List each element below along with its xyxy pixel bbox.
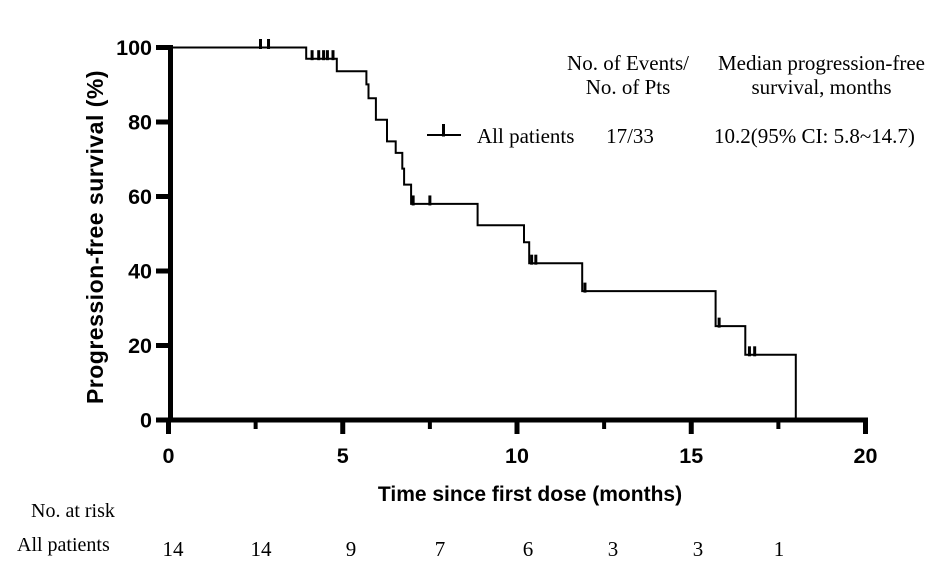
y-tick-label: 40: [128, 260, 152, 284]
median-header-line1: Median progression-free: [717, 51, 925, 75]
risk-count: 9: [346, 537, 357, 561]
risk-table-title: No. at risk: [31, 500, 115, 522]
risk-count: 14: [251, 537, 273, 561]
x-tick-label: 15: [679, 444, 703, 468]
events-header-line1: No. of Events/: [567, 51, 689, 75]
risk-row-label: All patients: [17, 534, 110, 556]
legend-series-label: All patients: [477, 124, 575, 148]
x-tick-label: 0: [163, 444, 175, 468]
events-column-header: No. of Events/ No. of Pts: [558, 51, 698, 99]
x-tick-label: 10: [505, 444, 529, 468]
y-tick-label: 100: [116, 36, 152, 60]
y-tick-label: 60: [128, 185, 152, 209]
x-axis-title: Time since first dose (months): [377, 483, 683, 506]
risk-count: 14: [163, 537, 185, 561]
legend-symbol: [427, 124, 461, 137]
y-tick-label: 0: [140, 409, 152, 433]
y-axis-title: Progression-free survival (%): [82, 69, 108, 405]
risk-count: 1: [774, 537, 785, 561]
km-survival-curve: [170, 46, 797, 420]
risk-count: 3: [693, 537, 704, 561]
events-value: 17/33: [606, 124, 654, 148]
y-tick-label: 20: [128, 334, 152, 358]
risk-count: 6: [523, 537, 534, 561]
risk-count: 3: [608, 537, 619, 561]
x-tick-label: 5: [337, 444, 349, 468]
risk-count: 7: [435, 537, 446, 561]
median-value: 10.2(95% CI: 5.8~14.7): [714, 124, 915, 148]
y-tick-label: 80: [128, 111, 152, 135]
x-tick-label: 20: [854, 444, 878, 468]
events-header-line2: No. of Pts: [585, 75, 671, 99]
median-column-header: Median progression-free survival, months: [712, 51, 931, 99]
median-header-line2: survival, months: [751, 75, 892, 99]
